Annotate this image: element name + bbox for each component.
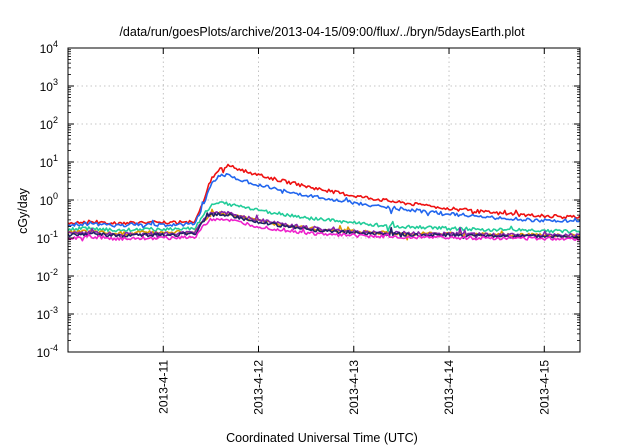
x-tick-label: 2013-4-15: [537, 360, 551, 415]
series-line-6: [67, 212, 581, 240]
y-tick-label: 103: [40, 77, 58, 94]
y-axis-label: cGy/day: [16, 187, 30, 234]
data-series: [67, 163, 581, 242]
x-axis-label: Coordinated Universal Time (UTC): [226, 431, 418, 445]
y-tick-label: 104: [40, 39, 58, 56]
series-line-7: [67, 217, 581, 242]
y-tick-label: 10-1: [37, 229, 58, 246]
x-tick-label: 2013-4-11: [156, 360, 170, 414]
y-tick-label: 102: [40, 115, 58, 132]
y-tick-label: 10-2: [37, 267, 58, 284]
x-tick-label: 2013-4-12: [252, 360, 266, 415]
y-tick-label: 100: [40, 191, 58, 208]
y-axis-ticks: 10-4 10-3 10-2 10-1 100 101 102 103 104: [37, 39, 580, 360]
y-tick-label: 10-4: [37, 343, 58, 360]
series-line-2: [67, 173, 581, 229]
x-tick-label: 2013-4-13: [347, 360, 361, 415]
x-axis-ticks: 2013-4-11 2013-4-12 2013-4-13 2013-4-14 2013…: [156, 48, 551, 415]
y-tick-label: 10-3: [37, 305, 58, 322]
chart-title: /data/run/goesPlots/archive/2013-04-15/0…: [119, 25, 525, 39]
series-line-1: [67, 163, 581, 226]
series-line-3: [67, 201, 581, 234]
x-tick-label: 2013-4-14: [442, 360, 456, 415]
y-tick-label: 101: [40, 153, 58, 170]
gridlines: [68, 48, 580, 352]
